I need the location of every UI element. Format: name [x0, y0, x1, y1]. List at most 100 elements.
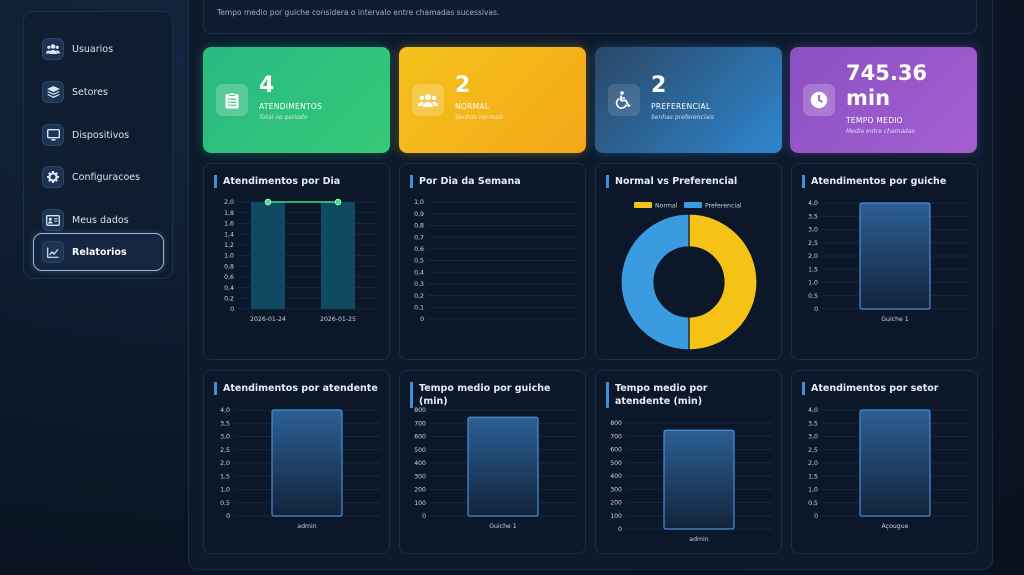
- x-tick-label: Guiche 1: [489, 523, 517, 530]
- y-tick-label: 1,5: [220, 473, 230, 480]
- y-tick-label: 2,0: [220, 460, 230, 467]
- chart-atendimentos-por-guiche: 4,0 3,5 3,0 2,5 2,0 1,5 1,0 0,5 0 Guiche 1: [808, 200, 968, 323]
- y-tick-label: 0: [814, 513, 818, 520]
- sidebar-item-label: Configuracoes: [72, 171, 141, 183]
- x-tick-label: admin: [689, 536, 708, 543]
- y-tick-label: 1,2: [224, 242, 234, 249]
- chart-card-atendimentos-por-dia: Atendimentos por Dia 2,0 1,8 1,6 1,4 1,2 1,0 0…: [203, 163, 390, 360]
- stat-label: TEMPO MEDIO: [846, 116, 904, 125]
- x-tick-label: Guiche 1: [881, 316, 909, 323]
- bar: [663, 429, 735, 530]
- chart-title: Por Dia da Semana: [410, 175, 580, 188]
- users-icon: [412, 84, 444, 116]
- y-tick-label: 0,8: [414, 223, 424, 230]
- chart-card-normal-vs-preferencial: Normal vs Preferencial Normal Preferencia…: [595, 163, 782, 360]
- y-tick-label: 1,0: [808, 487, 818, 494]
- chart-title: Tempo medio por guiche (min): [410, 382, 580, 408]
- chart-tempo-medio-por-guiche: 800 700 600 500 400 300 200 100 0 Guiche 1: [414, 407, 576, 530]
- chart-title: Atendimentos por atendente: [214, 382, 384, 395]
- sidebar-item-usuarios[interactable]: Usuarios: [34, 30, 165, 68]
- bar: [321, 202, 355, 309]
- x-tick-label: admin: [297, 523, 316, 530]
- y-tick-label: 2,5: [808, 240, 818, 247]
- stat-subtitle: Senhas normais: [455, 114, 504, 121]
- sidebar-item-label: Usuarios: [72, 43, 114, 55]
- y-tick-label: 0,5: [414, 258, 424, 265]
- y-tick-label: 0: [420, 316, 424, 323]
- y-tick-label: 0: [814, 306, 818, 313]
- legend-swatch: [684, 202, 702, 208]
- stat-value: 4: [259, 73, 275, 98]
- y-tick-label: 3,5: [220, 420, 230, 427]
- sidebar-item-meus-dados[interactable]: Meus dados: [34, 201, 165, 239]
- y-tick-label: 3,5: [808, 420, 818, 427]
- y-tick-label: 700: [610, 433, 622, 440]
- y-tick-label: 0,4: [414, 269, 424, 276]
- sidebar-item-setores[interactable]: Setores: [34, 73, 165, 111]
- y-tick-label: 1,5: [808, 266, 818, 273]
- bar: [859, 409, 931, 517]
- y-tick-label: 800: [414, 407, 426, 414]
- clipboard-icon: [216, 84, 248, 116]
- y-tick-label: 300: [414, 473, 426, 480]
- y-tick-label: 0,8: [224, 263, 234, 270]
- y-tick-label: 400: [414, 460, 426, 467]
- y-tick-label: 1,0: [808, 280, 818, 287]
- chart-card-tempo-medio-por-guiche: Tempo medio por guiche (min) 800 700 600 50…: [399, 370, 586, 554]
- chart-title: Atendimentos por setor: [802, 382, 972, 395]
- stat-card-atendimentos: 4 ATENDIMENTOS Total no periodo: [203, 47, 390, 153]
- y-tick-label: 600: [610, 447, 622, 454]
- users-icon: [42, 38, 64, 60]
- y-tick-label: 0: [230, 306, 234, 313]
- y-tick-label: 1,0: [220, 487, 230, 494]
- y-tick-label: 4,0: [220, 407, 230, 414]
- stat-card-normal: 2 NORMAL Senhas normais: [399, 47, 586, 153]
- y-tick-label: 1,0: [224, 253, 234, 260]
- x-tick-label: 2026-01-25: [320, 316, 356, 323]
- stat-subtitle: Media entre chamadas: [846, 128, 915, 135]
- y-tick-label: 100: [414, 500, 426, 507]
- sidebar-item-label: Dispositivos: [72, 129, 130, 141]
- y-tick-label: 0,4: [224, 285, 234, 292]
- chart-normal-vs-preferencial: Normal Preferencial: [620, 202, 758, 351]
- chart-title: Atendimentos por guiche: [802, 175, 972, 188]
- y-tick-label: 3,0: [808, 434, 818, 441]
- y-tick-label: 4,0: [808, 200, 818, 207]
- y-tick-label: 1,6: [224, 221, 234, 228]
- y-tick-label: 600: [414, 434, 426, 441]
- stat-card-preferencial: 2 PREFERENCIAL Senhas preferenciais: [595, 47, 782, 153]
- y-tick-label: 1,5: [808, 473, 818, 480]
- y-tick-label: 3,0: [808, 227, 818, 234]
- y-tick-label: 0,7: [414, 234, 424, 241]
- chart-title: Normal vs Preferencial: [606, 175, 776, 188]
- sidebar: Usuarios Setores Dispositivos Configurac…: [23, 11, 173, 279]
- chart-card-tempo-medio-por-atendente: Tempo medio por atendente (min) 800 700 60…: [595, 370, 782, 554]
- x-tick-label: 2026-01-24: [250, 316, 286, 323]
- y-tick-label: 2,5: [808, 447, 818, 454]
- y-tick-label: 2,0: [224, 199, 234, 206]
- sidebar-item-dispositivos[interactable]: Dispositivos: [34, 116, 165, 154]
- y-tick-label: 4,0: [808, 407, 818, 414]
- y-tick-label: 0,2: [414, 293, 424, 300]
- bar: [467, 416, 539, 517]
- id-card-icon: [42, 209, 64, 231]
- chart-tempo-medio-por-atendente: 800 700 600 500 400 300 200 100 0 admin: [610, 420, 772, 543]
- stat-value: 2: [455, 73, 471, 98]
- sidebar-item-relatorios[interactable]: Relatorios: [33, 233, 164, 271]
- y-tick-label: 500: [610, 460, 622, 467]
- y-tick-label: 3,0: [220, 434, 230, 441]
- y-tick-label: 1,8: [224, 210, 234, 217]
- bar: [859, 202, 931, 310]
- y-tick-label: 0: [422, 513, 426, 520]
- sidebar-item-label: Relatorios: [72, 246, 127, 258]
- y-tick-label: 0,6: [224, 274, 234, 281]
- y-tick-label: 3,5: [808, 213, 818, 220]
- sidebar-item-label: Setores: [72, 86, 108, 98]
- stat-label: NORMAL: [455, 102, 490, 111]
- sidebar-item-configuracoes[interactable]: Configuracoes: [34, 158, 165, 196]
- data-point: [334, 198, 342, 206]
- y-tick-label: 1,0: [414, 199, 424, 206]
- y-tick-label: 0,5: [220, 500, 230, 507]
- pie-slice: [620, 213, 690, 351]
- chart-atendimentos-por-atendente: 4,0 3,5 3,0 2,5 2,0 1,5 1,0 0,5 0 admin: [220, 407, 380, 530]
